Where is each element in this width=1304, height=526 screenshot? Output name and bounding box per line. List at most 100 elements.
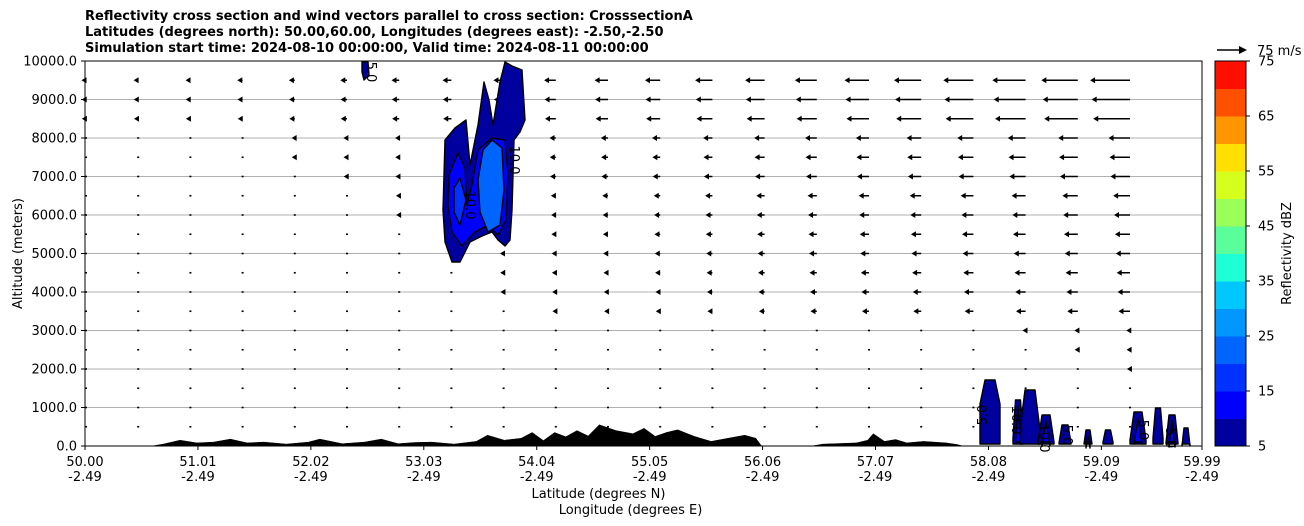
wind-vector [450, 368, 453, 370]
wind-vector [241, 291, 244, 293]
wind-vector [1024, 348, 1027, 351]
wind-arrowhead [185, 115, 191, 122]
wind-vector [241, 252, 244, 255]
x-tick-label-lat: 52.02 [292, 455, 329, 470]
wind-vector [293, 329, 296, 332]
colorbar-tick-label: 65 [1258, 110, 1275, 125]
wind-arrowhead [945, 115, 951, 122]
wind-vector [607, 348, 609, 351]
x-tick-label-lat: 51.01 [179, 455, 216, 470]
x-tick-label-lon: -2.49 [294, 470, 328, 485]
wind-vector [293, 310, 296, 313]
wind-arrowhead [859, 212, 865, 218]
wind-arrowhead [796, 115, 802, 122]
wind-arrowhead [705, 231, 711, 238]
wind-vector [1076, 425, 1079, 428]
wind-arrowhead [910, 212, 916, 218]
wind-vector [85, 387, 87, 390]
colorbar-label: Reflectivity dBZ [1280, 202, 1295, 305]
wind-vector [293, 406, 296, 409]
contour-label: 5.0 [1162, 428, 1177, 449]
wind-vector [868, 348, 870, 351]
y-tick-label: 4000.0 [32, 286, 78, 301]
wind-vector [554, 348, 557, 351]
wind-vector [1076, 406, 1079, 409]
wind-arrowhead [655, 308, 661, 315]
wind-vector [189, 406, 192, 409]
wind-vector [137, 329, 140, 332]
wind-vector [763, 368, 766, 370]
wind-arrowhead [544, 96, 550, 103]
wind-arrowhead [601, 154, 607, 161]
wind-arrowhead [237, 77, 243, 84]
wind-vector [972, 406, 975, 409]
wind-arrowhead [808, 212, 814, 218]
wind-arrowhead [894, 77, 900, 84]
wind-arrowhead [1113, 192, 1119, 199]
wind-vector [815, 425, 818, 428]
colorbar-tick-label: 75 [1258, 55, 1275, 70]
wind-arrowhead [860, 250, 866, 257]
wind-vector [502, 387, 505, 390]
wind-arrowhead [1090, 77, 1096, 84]
wind-arrowhead [1065, 269, 1071, 276]
wind-vector [137, 271, 140, 274]
wind-vector [85, 175, 87, 178]
wind-vector [1129, 387, 1131, 390]
wind-arrowhead [1093, 115, 1099, 122]
colorbar-segment [1215, 308, 1246, 337]
wind-vector [137, 252, 140, 255]
wind-vector [85, 194, 87, 197]
wind-arrowhead [757, 250, 763, 257]
wind-arrowhead [652, 135, 658, 141]
wind-arrowhead [910, 231, 916, 238]
wind-vector [502, 310, 505, 313]
wind-vector [85, 329, 87, 332]
wind-arrowhead [442, 96, 448, 103]
y-tick-label: 0.0 [56, 440, 77, 455]
wind-vector [293, 348, 296, 351]
wind-arrowhead [964, 289, 970, 295]
wind-arrowhead [1016, 308, 1022, 315]
wind-vector [85, 425, 87, 428]
wind-arrowhead [805, 135, 811, 141]
wind-arrowhead [1091, 96, 1097, 103]
colorbar-segment [1215, 143, 1246, 172]
y-tick-label: 1000.0 [32, 401, 78, 416]
wind-arrowhead [992, 77, 998, 84]
contour-label: 5.0 [1135, 420, 1150, 441]
colorbar-segment [1215, 336, 1246, 364]
chart-title-1: Reflectivity cross section and wind vect… [85, 9, 693, 24]
wind-vector [659, 329, 662, 332]
wind-vector [137, 214, 140, 216]
wind-vector [85, 368, 87, 370]
wind-arrowhead [1042, 96, 1048, 103]
wind-legend: 75 m/s [1217, 44, 1302, 59]
wind-arrowhead [603, 269, 609, 276]
wind-arrowhead [552, 308, 558, 315]
wind-arrowhead [746, 115, 752, 122]
wind-arrowhead [1059, 154, 1065, 161]
wind-arrowhead [860, 269, 866, 276]
colorbar-segment [1215, 171, 1246, 199]
x-axis-label-lat: Latitude (degrees N) [532, 487, 666, 502]
wind-vector [85, 137, 87, 139]
wind-vector [1129, 425, 1131, 428]
wind-vector [241, 214, 244, 216]
wind-arrowhead [995, 115, 1001, 122]
wind-arrowhead [961, 212, 967, 218]
x-tick-label-lat: 54.04 [518, 455, 555, 470]
contour-label: 10.0 [1008, 406, 1023, 435]
wind-vector [85, 348, 87, 351]
wind-arrowhead [707, 308, 713, 315]
wind-arrowhead [957, 135, 963, 141]
wind-vector [137, 233, 140, 236]
wind-vector [450, 271, 453, 274]
wind-vector [189, 425, 192, 428]
wind-vector [85, 271, 87, 274]
wind-vector [189, 348, 192, 351]
wind-arrowhead [1074, 346, 1080, 353]
wind-arrowhead [645, 96, 651, 103]
wind-arrowhead [1013, 250, 1019, 257]
wind-arrowhead [652, 173, 658, 180]
